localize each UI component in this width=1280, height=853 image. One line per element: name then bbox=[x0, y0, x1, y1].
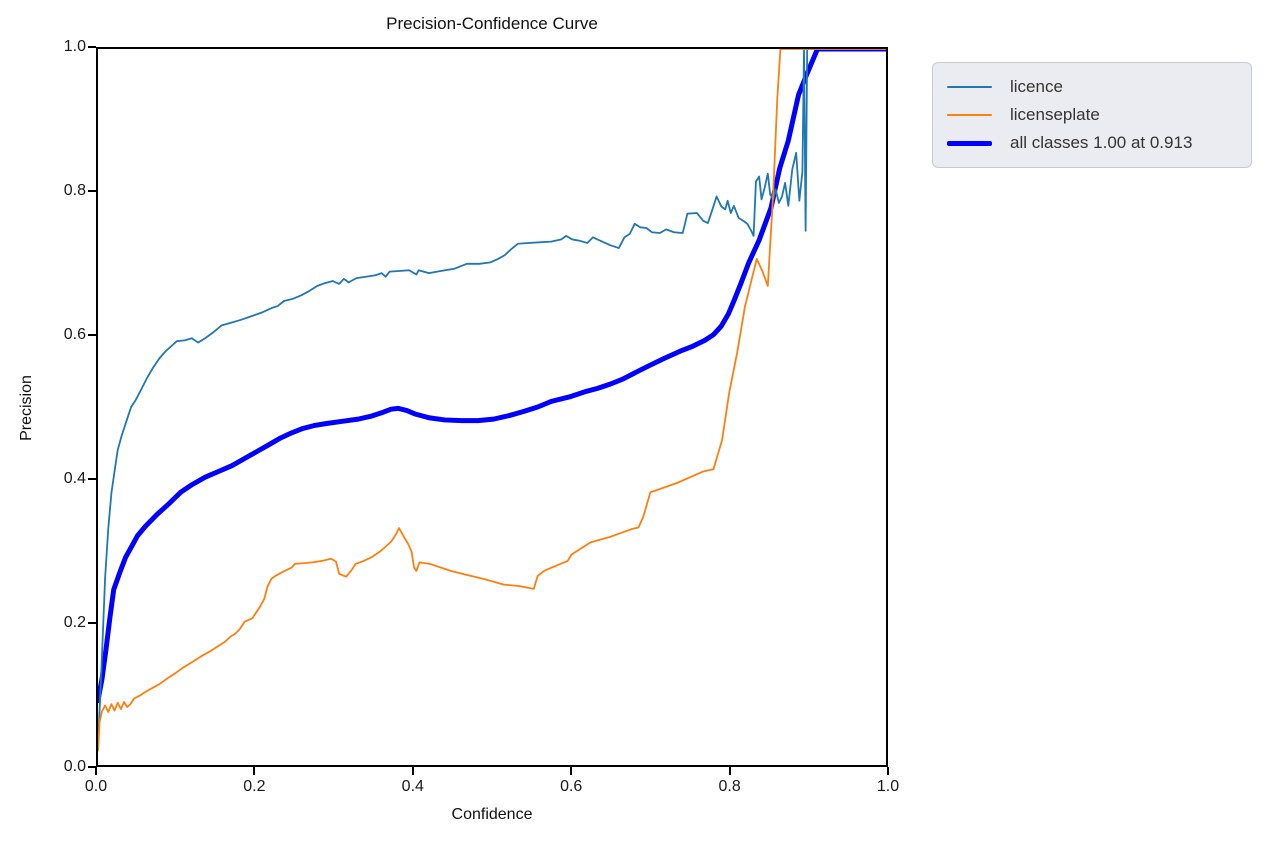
licence-curve bbox=[98, 49, 886, 745]
y-tick-label: 1.0 bbox=[63, 38, 86, 55]
x-tick-mark bbox=[728, 767, 731, 775]
y-axis-label: Precision bbox=[18, 375, 35, 441]
y-tick-label: 0.0 bbox=[63, 758, 86, 775]
legend-item-licenseplate: licenseplate bbox=[947, 101, 1237, 129]
chart-title: Precision-Confidence Curve bbox=[386, 14, 598, 33]
x-tick-mark bbox=[570, 767, 573, 775]
all-classes-line-swatch bbox=[947, 140, 992, 146]
x-tick-label: 0.8 bbox=[718, 778, 741, 795]
y-tick-mark bbox=[88, 46, 96, 48]
plot-svg bbox=[98, 49, 886, 752]
legend-item-all-classes: all classes 1.00 at 0.913 bbox=[947, 129, 1237, 157]
x-tick-label: 0.0 bbox=[84, 778, 108, 795]
legend-label-licenseplate: licenseplate bbox=[1010, 105, 1100, 124]
x-tick-mark bbox=[411, 767, 414, 775]
x-tick-mark bbox=[95, 767, 97, 775]
x-tick-mark bbox=[253, 767, 256, 775]
y-tick-label: 0.8 bbox=[63, 182, 86, 199]
y-tick-label: 0.2 bbox=[63, 614, 86, 631]
y-tick-mark bbox=[88, 478, 96, 480]
x-tick-label: 1.0 bbox=[876, 778, 900, 795]
y-tick-mark bbox=[88, 766, 96, 768]
licenseplate-line-swatch bbox=[947, 114, 992, 116]
legend-item-licence: licence bbox=[947, 73, 1237, 101]
y-tick-mark bbox=[88, 622, 96, 624]
y-tick-label: 0.6 bbox=[63, 326, 86, 343]
x-tick-mark bbox=[887, 767, 889, 775]
x-tick-label: 0.4 bbox=[401, 778, 424, 795]
legend-label-licence: licence bbox=[1010, 77, 1063, 96]
plot-area bbox=[96, 47, 888, 767]
licence-line-swatch bbox=[947, 86, 992, 88]
x-tick-label: 0.6 bbox=[560, 778, 583, 795]
all-classes-curve bbox=[98, 49, 886, 704]
licenseplate-curve bbox=[98, 49, 886, 752]
legend: licence licenseplate all classes 1.00 at… bbox=[932, 62, 1252, 168]
y-tick-label: 0.4 bbox=[63, 470, 86, 487]
x-tick-label: 0.2 bbox=[243, 778, 266, 795]
y-tick-mark bbox=[88, 190, 96, 192]
y-tick-mark bbox=[88, 334, 96, 336]
x-axis-label: Confidence bbox=[451, 806, 533, 823]
legend-label-all-classes: all classes 1.00 at 0.913 bbox=[1010, 133, 1193, 152]
